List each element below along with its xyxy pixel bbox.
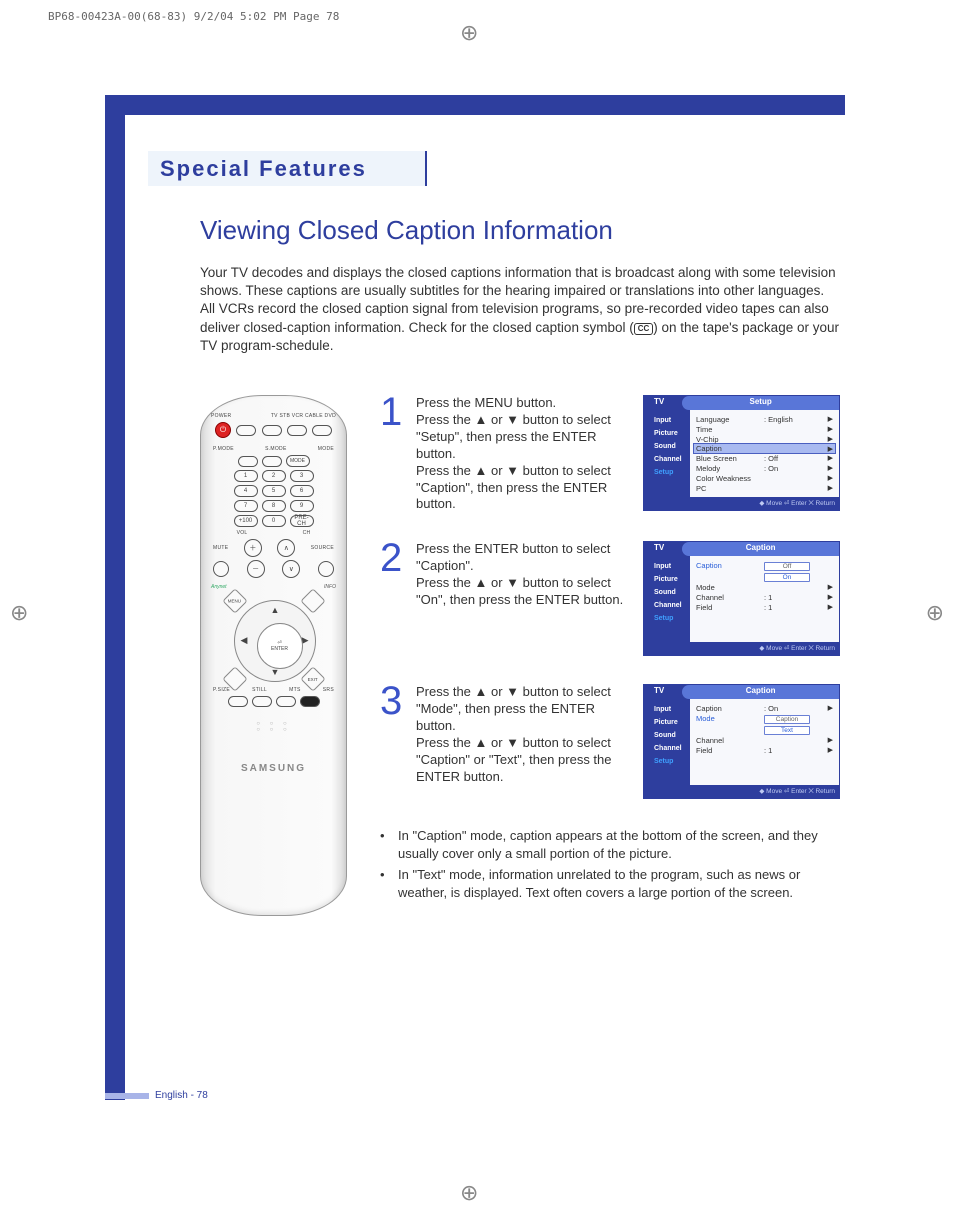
cc-icon: CC <box>634 323 654 336</box>
crop-mark: ⊕ <box>460 20 478 46</box>
step: 2 Press the ENTER button to select "Capt… <box>380 541 840 656</box>
print-header: BP68-00423A-00(68-83) 9/2/04 5:02 PM Pag… <box>48 10 339 23</box>
footer-accent <box>105 1093 149 1099</box>
step-text: Press the MENU button.Press the ▲ or ▼ b… <box>416 395 631 513</box>
margin-rule <box>125 95 845 115</box>
osd-screenshot: TVSetup InputPictureSoundChannelSetupLan… <box>643 395 840 511</box>
crop-mark: ⊕ <box>10 600 28 626</box>
section-title-box: Special Features <box>148 151 427 186</box>
crop-mark: ⊕ <box>460 1180 478 1206</box>
margin-rule <box>105 95 125 1100</box>
page-title: Viewing Closed Caption Information <box>200 215 840 246</box>
step-number: 2 <box>380 541 406 575</box>
notes: •In "Caption" mode, caption appears at t… <box>380 827 840 901</box>
step-number: 1 <box>380 395 406 429</box>
section-title: Special Features <box>160 156 367 182</box>
crop-mark: ⊕ <box>926 600 944 626</box>
step-text: Press the ▲ or ▼ button to select "Mode"… <box>416 684 631 785</box>
brand-logo: SAMSUNG <box>211 763 336 774</box>
page-footer: English - 78 <box>155 1090 208 1101</box>
step: 1 Press the MENU button.Press the ▲ or ▼… <box>380 395 840 513</box>
osd-screenshot: TVCaption InputPictureSoundChannelSetupC… <box>643 684 840 799</box>
power-icon: ⏻ <box>215 422 231 438</box>
osd-screenshot: TVCaption InputPictureSoundChannelSetupC… <box>643 541 840 656</box>
remote-control: POWERTV STB VCR CABLE DVD ⏻ P.MODES.MODE… <box>200 395 347 916</box>
step-number: 3 <box>380 684 406 718</box>
intro-text: Your TV decodes and displays the closed … <box>200 264 840 355</box>
step-text: Press the ENTER button to select "Captio… <box>416 541 631 609</box>
step: 3 Press the ▲ or ▼ button to select "Mod… <box>380 684 840 799</box>
